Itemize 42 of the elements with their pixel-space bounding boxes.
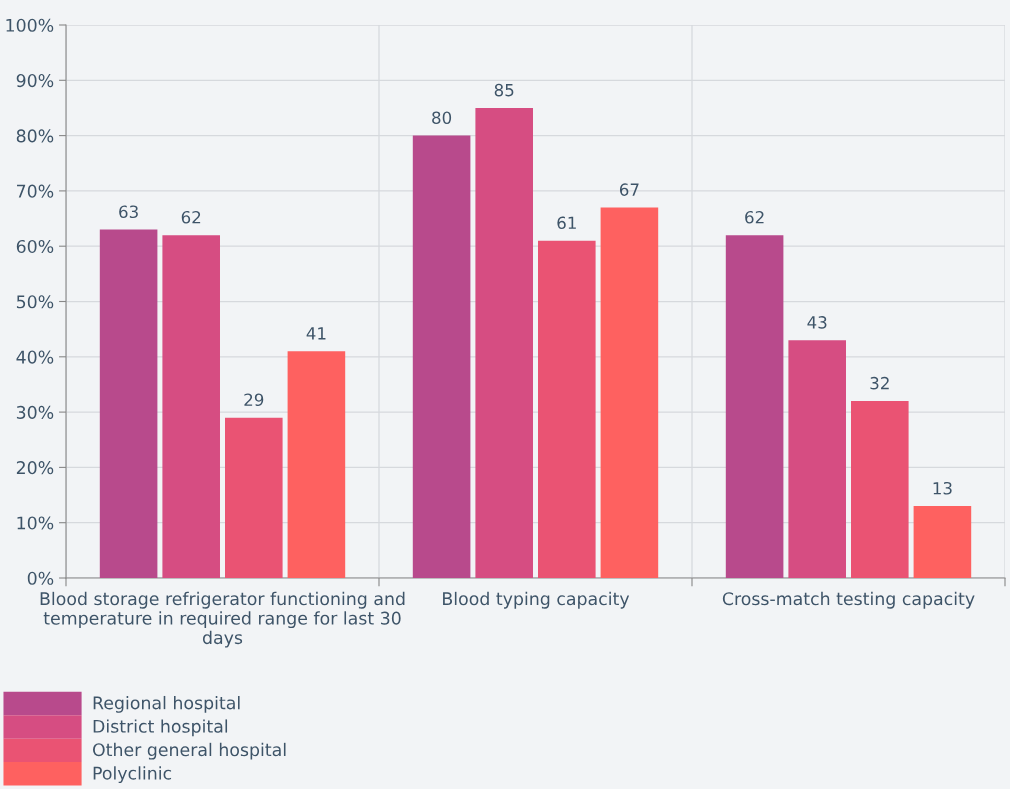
data-label: 29: [244, 393, 264, 407]
y-tick-label: 30%: [16, 405, 54, 419]
bar: [851, 401, 909, 578]
data-label: 85: [494, 83, 514, 97]
y-tick-label: 50%: [16, 295, 54, 309]
bar: [725, 235, 784, 578]
legend-label: Regional hospital: [93, 695, 240, 713]
bar: [600, 207, 659, 578]
bar: [475, 107, 533, 578]
data-label: 32: [870, 376, 889, 390]
y-tick-label: 70%: [17, 184, 54, 198]
y-tick-label: 90%: [16, 74, 54, 88]
bar: [162, 235, 220, 578]
y-tick-label: 100%: [6, 18, 54, 32]
bar: [412, 135, 471, 578]
data-label: 80: [432, 111, 452, 125]
data-label: 63: [119, 205, 138, 219]
data-label: 61: [557, 216, 576, 230]
legend-label: District hospital: [93, 719, 228, 737]
bar: [225, 417, 283, 578]
data-label: 62: [745, 210, 764, 224]
legend-label: Polyclinic: [93, 766, 172, 784]
y-tick-label: 0%: [27, 571, 54, 585]
x-tick-label: Blood typing capacity: [443, 591, 630, 609]
bar: [788, 340, 846, 578]
y-tick-label: 60%: [16, 239, 54, 254]
bar: [538, 240, 596, 578]
x-tick-label: Cross-match testing capacity: [722, 591, 975, 609]
y-tick-label: 40%: [16, 350, 54, 364]
bar: [287, 351, 346, 578]
data-label: 67: [619, 183, 639, 196]
y-tick-label: 20%: [16, 461, 54, 475]
bar: [913, 506, 972, 578]
data-label: 41: [306, 327, 326, 340]
data-label: 62: [181, 210, 201, 224]
bar: [99, 229, 158, 578]
y-tick-label: 80%: [16, 129, 54, 143]
legend-label: Other general hospital: [92, 742, 286, 760]
y-tick-label: 10%: [17, 516, 54, 530]
x-tick-label: Blood storage refrigerator functioning and temperature in required range for last 30 days: [40, 591, 405, 648]
data-label: 43: [807, 316, 827, 329]
data-label: 13: [933, 481, 952, 495]
